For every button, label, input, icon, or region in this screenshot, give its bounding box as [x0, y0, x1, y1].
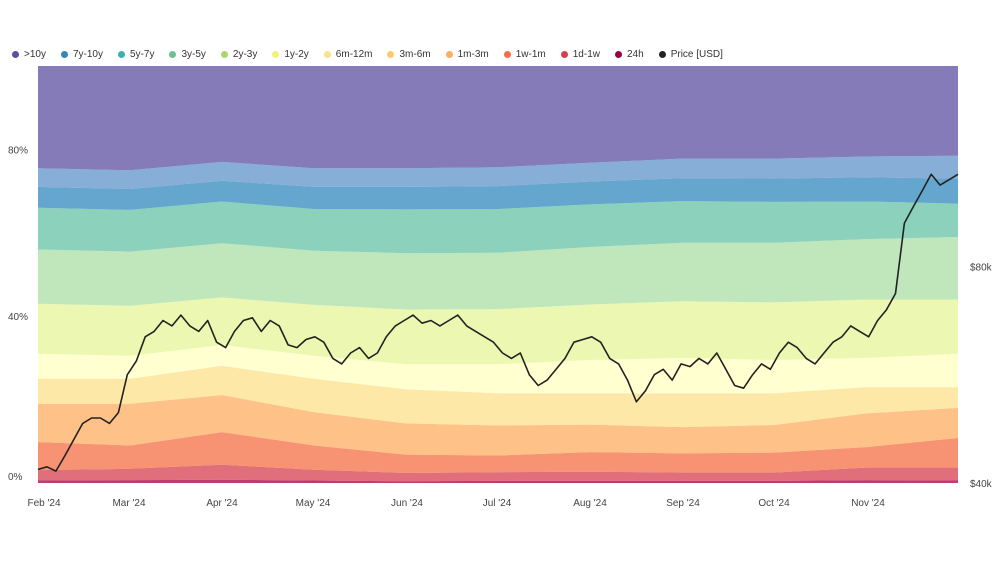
chart-legend: >10y 7y-10y 5y-7y 3y-5y 2y-3y 1y-2y 6m-12m 3m-6…	[12, 49, 738, 60]
x-tick-label: Oct '24	[758, 498, 790, 509]
legend-dot	[560, 51, 568, 58]
area-series-24h	[38, 479, 958, 483]
area-series-1m3m	[38, 395, 958, 456]
legend-label: Price [USD]	[670, 49, 723, 60]
axes: 0% 40% 80% $40k $80k Feb '24 Mar '24 Apr '24 May…	[8, 145, 993, 509]
legend-item[interactable]: 3m-6m	[387, 49, 431, 60]
area-series-6m12m	[38, 345, 958, 394]
legend-dot	[117, 51, 125, 58]
legend-item[interactable]: 1m-3m	[445, 49, 489, 60]
x-tick-label: Jun '24	[391, 498, 423, 509]
legend-label: 6m-12m	[335, 49, 373, 60]
legend-label: 7y-10y	[72, 49, 103, 60]
legend-label: 3m-6m	[399, 49, 431, 60]
legend-dot	[60, 51, 68, 58]
area-series-1d1w	[38, 464, 958, 482]
area-series-5y7y	[38, 177, 958, 210]
legend-dot	[615, 51, 622, 58]
x-tick-label: Mar '24	[112, 498, 145, 509]
x-tick-label: Nov '24	[851, 498, 885, 509]
x-tick-label: Jul '24	[483, 498, 512, 509]
x-tick-label: Feb '24	[27, 498, 60, 509]
legend-label: 1d-1w	[572, 49, 600, 60]
legend-item[interactable]: 2y-3y	[220, 49, 258, 60]
area-series-3m6m	[38, 365, 958, 428]
legend-dot	[445, 51, 453, 58]
x-tick-label: Aug '24	[573, 498, 607, 509]
y-left-tick-label: 0%	[8, 472, 23, 483]
legend-item[interactable]: >10y	[12, 49, 46, 60]
price-layer	[37, 173, 959, 472]
legend-item[interactable]: Price [USD]	[658, 49, 723, 60]
legend-label: 3y-5y	[181, 49, 206, 60]
legend-dot	[503, 51, 511, 58]
legend-label: 1m-3m	[457, 49, 489, 60]
area-series-7y10y	[38, 155, 958, 189]
legend-dot	[169, 51, 177, 58]
legend-dot	[387, 51, 395, 58]
legend-item[interactable]: 1w-1m	[503, 49, 546, 60]
area-series-1w1m	[38, 432, 958, 473]
legend-dot	[12, 51, 19, 58]
x-tick-label: Sep '24	[666, 498, 700, 509]
area-series-1y2y	[38, 297, 958, 365]
legend-dot	[272, 51, 280, 58]
area-series-2y3y	[38, 237, 958, 310]
legend-dot	[220, 51, 228, 58]
legend-label: 1w-1m	[515, 49, 546, 60]
y-left-tick-label: 80%	[8, 145, 28, 156]
legend-label: 24h	[627, 49, 644, 60]
area-series-10y	[38, 66, 958, 171]
legend-label: 5y-7y	[129, 49, 155, 60]
legend-item[interactable]: 1y-2y	[272, 49, 309, 60]
stacked-areas	[38, 66, 958, 483]
y-right-tick-label: $80k	[970, 262, 993, 273]
legend-item[interactable]: 1d-1w	[560, 49, 600, 60]
x-tick-label: Apr '24	[206, 498, 238, 509]
y-right-tick-label: $40k	[970, 479, 993, 490]
area-series-3y5y	[38, 201, 958, 254]
legend-item[interactable]: 7y-10y	[60, 49, 103, 60]
legend-label: 1y-2y	[284, 49, 309, 60]
legend-label: 2y-3y	[232, 49, 258, 60]
price-line	[37, 173, 959, 472]
legend-item[interactable]: 6m-12m	[323, 49, 373, 60]
y-left-tick-label: 40%	[8, 312, 28, 323]
legend-label: >10y	[24, 49, 46, 60]
legend-dot	[658, 51, 666, 58]
legend-item[interactable]: 24h	[615, 49, 644, 60]
legend-item[interactable]: 5y-7y	[117, 49, 155, 60]
legend-item[interactable]: 3y-5y	[169, 49, 206, 60]
legend-dot	[323, 51, 331, 58]
x-tick-label: May '24	[296, 498, 331, 509]
